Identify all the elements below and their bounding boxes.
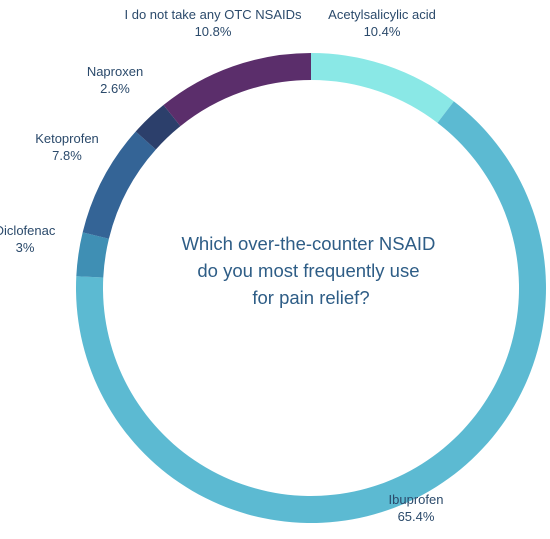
- slice-label-name: I do not take any OTC NSAIDs: [124, 7, 302, 22]
- chart-title-line: do you most frequently use: [197, 260, 419, 281]
- slice-label-name: Ibuprofen: [389, 492, 444, 507]
- slice-label-percent: 2.6%: [100, 81, 130, 96]
- slice-label-name: Ketoprofen: [35, 131, 99, 146]
- slice-labels: Acetylsalicylic acid 10.4% Ibuprofen 65.4% D…: [0, 7, 443, 524]
- slice-label-name: Diclofenac: [0, 223, 56, 238]
- slice-label: Ibuprofen 65.4%: [389, 492, 444, 524]
- slice-label: Diclofenac 3%: [0, 223, 56, 255]
- chart-title: Which over-the-counter NSAID do you most…: [181, 233, 440, 308]
- slice-label-percent: 10.8%: [195, 24, 232, 39]
- slice-label: Acetylsalicylic acid 10.4%: [328, 7, 436, 39]
- slice-naproxen[interactable]: [135, 105, 181, 150]
- slice-label: I do not take any OTC NSAIDs 10.8%: [124, 7, 302, 39]
- slice-label-name: Naproxen: [87, 64, 143, 79]
- slice-label-percent: 10.4%: [364, 24, 401, 39]
- chart-title-line: Which over-the-counter NSAID: [181, 233, 435, 254]
- slice-i-do-not-take-any-otc-nsaids[interactable]: [163, 53, 311, 127]
- slice-ibuprofen[interactable]: [75, 101, 546, 523]
- chart-title-line: for pain relief?: [252, 287, 369, 308]
- slice-acetylsalicylic-acid[interactable]: [311, 53, 454, 123]
- slice-label-name: Acetylsalicylic acid: [328, 7, 436, 22]
- slice-label: Ketoprofen 7.8%: [35, 131, 99, 163]
- slice-label: Naproxen 2.6%: [87, 64, 143, 96]
- slice-label-percent: 7.8%: [52, 148, 82, 163]
- slice-label-percent: 3%: [16, 240, 35, 255]
- slice-ketoprofen[interactable]: [82, 131, 156, 239]
- slice-label-percent: 65.4%: [398, 509, 435, 524]
- donut-slices: [75, 53, 546, 523]
- slice-diclofenac[interactable]: [76, 232, 109, 278]
